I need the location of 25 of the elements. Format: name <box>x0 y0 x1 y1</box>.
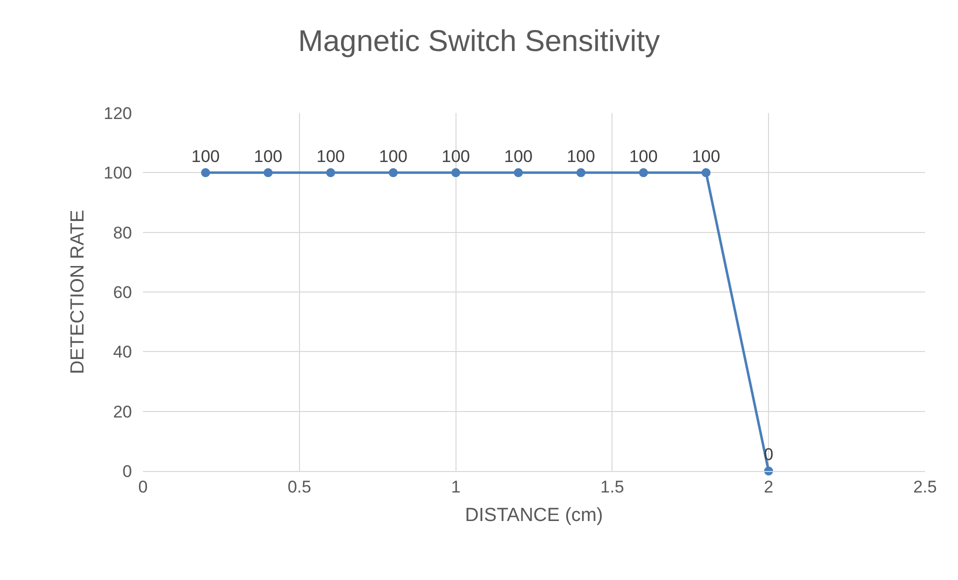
chart-title: Magnetic Switch Sensitivity <box>298 25 660 58</box>
x-tick-label: 1 <box>451 477 461 496</box>
x-axis-title: DISTANCE (cm) <box>465 505 603 526</box>
data-label: 100 <box>566 146 596 166</box>
y-tick-label: 20 <box>113 402 132 422</box>
y-tick-label: 120 <box>104 104 132 123</box>
y-tick-label: 80 <box>113 223 132 242</box>
data-label: 100 <box>316 146 345 166</box>
data-label: 100 <box>191 146 220 166</box>
x-tick-label: 0.5 <box>288 477 312 496</box>
data-label: 100 <box>692 146 720 166</box>
y-tick-label: 60 <box>113 282 132 302</box>
x-tick-label: 2 <box>764 477 774 496</box>
y-tick-label: 100 <box>104 164 132 183</box>
data-label: 100 <box>504 146 533 166</box>
data-label: 100 <box>254 146 282 166</box>
x-tick-label: 1.5 <box>600 477 624 496</box>
data-label: 100 <box>442 146 470 166</box>
x-tick-label: 0 <box>138 477 148 496</box>
y-tick-label: 0 <box>122 462 132 481</box>
data-label: 100 <box>629 146 658 166</box>
y-tick-label: 40 <box>113 342 132 362</box>
data-label: 100 <box>379 146 408 166</box>
y-axis-title: DETECTION RATE <box>67 210 88 374</box>
x-tick-label: 2.5 <box>913 477 937 496</box>
